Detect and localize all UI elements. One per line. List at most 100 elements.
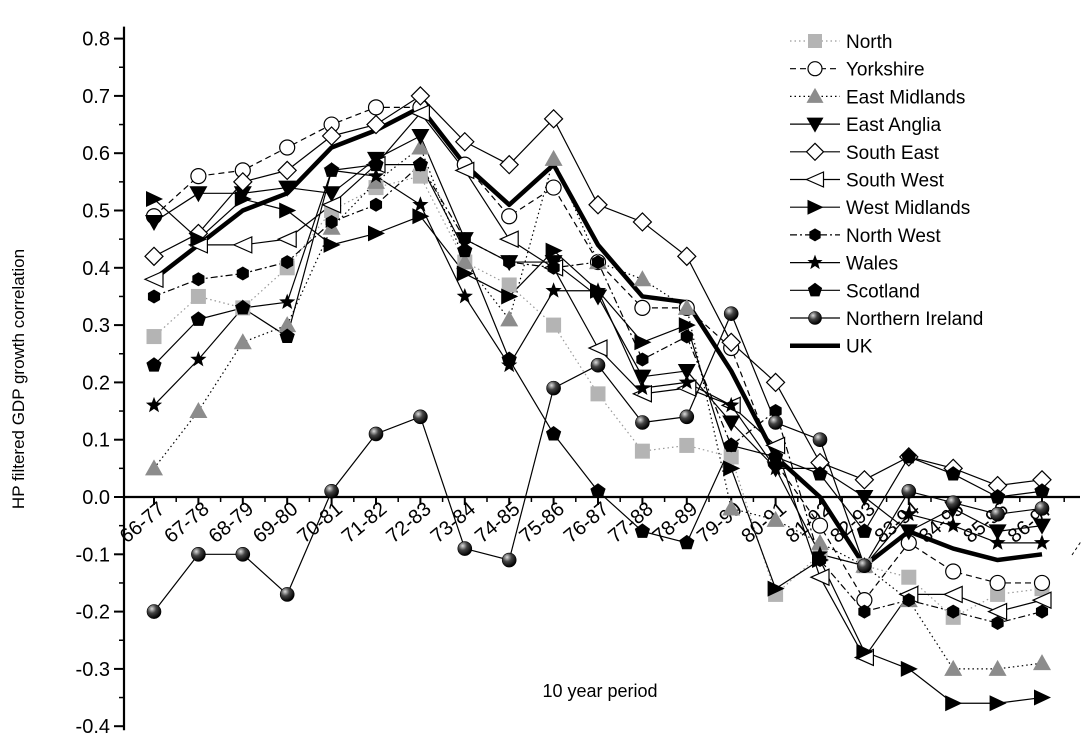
y-tick-label: 0.8 [82, 29, 110, 51]
point-scotland [190, 311, 207, 326]
point-south-west [587, 339, 608, 357]
point-west-midlands [234, 191, 252, 208]
y-tick-label: -0.3 [76, 659, 110, 681]
point-wales [989, 534, 1006, 550]
x-tick-label: 79-90 [693, 498, 746, 548]
point-east-anglia [322, 186, 341, 203]
point-north-west [991, 616, 1004, 631]
legend-label-uk: UK [846, 337, 873, 358]
point-northern-ireland [235, 546, 251, 562]
legend-marker-south-west [805, 171, 825, 188]
legend-item-west-midlands: West Midlands [790, 198, 970, 219]
point-north [634, 443, 650, 459]
point-north-west [325, 214, 338, 229]
point-wales [945, 517, 962, 533]
legend-item-northern-ireland: Northern Ireland [790, 309, 983, 330]
point-scotland [723, 437, 739, 452]
x-tick-label: 74-85 [471, 498, 524, 548]
point-south-west [809, 568, 830, 587]
point-east-anglia [899, 524, 918, 541]
point-west-midlands [456, 265, 474, 282]
legend-label-south-east: South East [846, 143, 940, 164]
point-south-east [232, 172, 253, 192]
point-wales [723, 396, 740, 413]
point-east-midlands [722, 499, 741, 516]
point-south-west [454, 161, 475, 180]
point-west-midlands [545, 242, 563, 259]
point-wales [678, 373, 695, 390]
point-north-west [769, 404, 782, 419]
point-east-midlands [544, 149, 563, 166]
series-line-uk [152, 105, 1043, 569]
point-south-east [321, 126, 342, 146]
point-north-west [192, 272, 205, 287]
point-west-midlands [323, 236, 341, 253]
point-northern-ireland [368, 426, 384, 442]
point-scotland [989, 489, 1006, 504]
point-east-anglia [855, 490, 874, 506]
point-northern-ireland [812, 432, 828, 448]
legend-marker-yorkshire [807, 61, 823, 77]
point-northern-ireland [635, 415, 650, 430]
point-east-anglia [189, 186, 208, 203]
point-east-midlands [233, 333, 252, 350]
point-south-east [588, 194, 608, 215]
point-north [590, 386, 606, 402]
point-south-west [409, 104, 430, 123]
point-northern-ireland [723, 306, 739, 321]
point-northern-ireland [324, 483, 339, 499]
point-east-anglia [145, 214, 163, 231]
point-north-west [947, 604, 960, 619]
y-tick-label: 0.0 [82, 487, 110, 509]
point-north-west [547, 260, 560, 275]
point-east-anglia [233, 186, 252, 203]
point-south-west [321, 195, 342, 214]
legend-marker-scotland [807, 282, 823, 297]
point-west-midlands [368, 225, 385, 242]
point-northern-ireland [901, 483, 917, 499]
point-east-midlands [766, 510, 785, 527]
point-north [190, 288, 206, 304]
point-east-midlands [633, 270, 652, 287]
y-tick-label: -0.2 [76, 602, 110, 624]
point-scotland [368, 156, 384, 172]
point-north-west [858, 604, 871, 619]
point-wales [456, 287, 473, 304]
point-east-anglia [633, 369, 652, 386]
y-tick-label: 0.7 [82, 86, 110, 108]
point-north [679, 437, 695, 453]
point-north-west [369, 197, 383, 212]
point-wales [545, 282, 562, 298]
point-east-anglia [988, 524, 1007, 541]
point-scotland [323, 162, 340, 177]
point-west-midlands [678, 317, 696, 334]
point-south-west [1031, 591, 1052, 610]
point-north [501, 277, 517, 293]
x-tick-label: 77-88 [604, 498, 657, 548]
legend: North Yorkshire East Midlands East Anglia So… [790, 32, 983, 358]
legend-marker-west-midlands [807, 199, 824, 215]
point-scotland [457, 242, 473, 258]
point-north-west [236, 266, 249, 281]
point-south-west [498, 230, 519, 249]
point-northern-ireland [279, 587, 295, 602]
point-scotland [945, 466, 961, 481]
legend-item-scotland: Scotland [790, 281, 920, 302]
series-markers [143, 86, 1052, 712]
point-yorkshire [545, 179, 562, 196]
point-west-midlands [190, 231, 208, 248]
point-scotland [545, 425, 562, 441]
point-west-midlands [856, 643, 874, 660]
point-north [146, 329, 162, 345]
point-northern-ireland [501, 552, 517, 568]
legend-label-west-midlands: West Midlands [846, 198, 970, 219]
point-yorkshire [811, 517, 829, 534]
legend-item-east-midlands: East Midlands [790, 87, 965, 108]
point-northern-ireland [590, 357, 606, 373]
point-scotland [634, 523, 651, 538]
point-wales [634, 379, 651, 396]
point-northern-ireland [768, 415, 783, 430]
point-north-west [636, 352, 649, 367]
point-east-midlands [367, 172, 385, 189]
y-tick-label: 0.4 [82, 258, 110, 280]
